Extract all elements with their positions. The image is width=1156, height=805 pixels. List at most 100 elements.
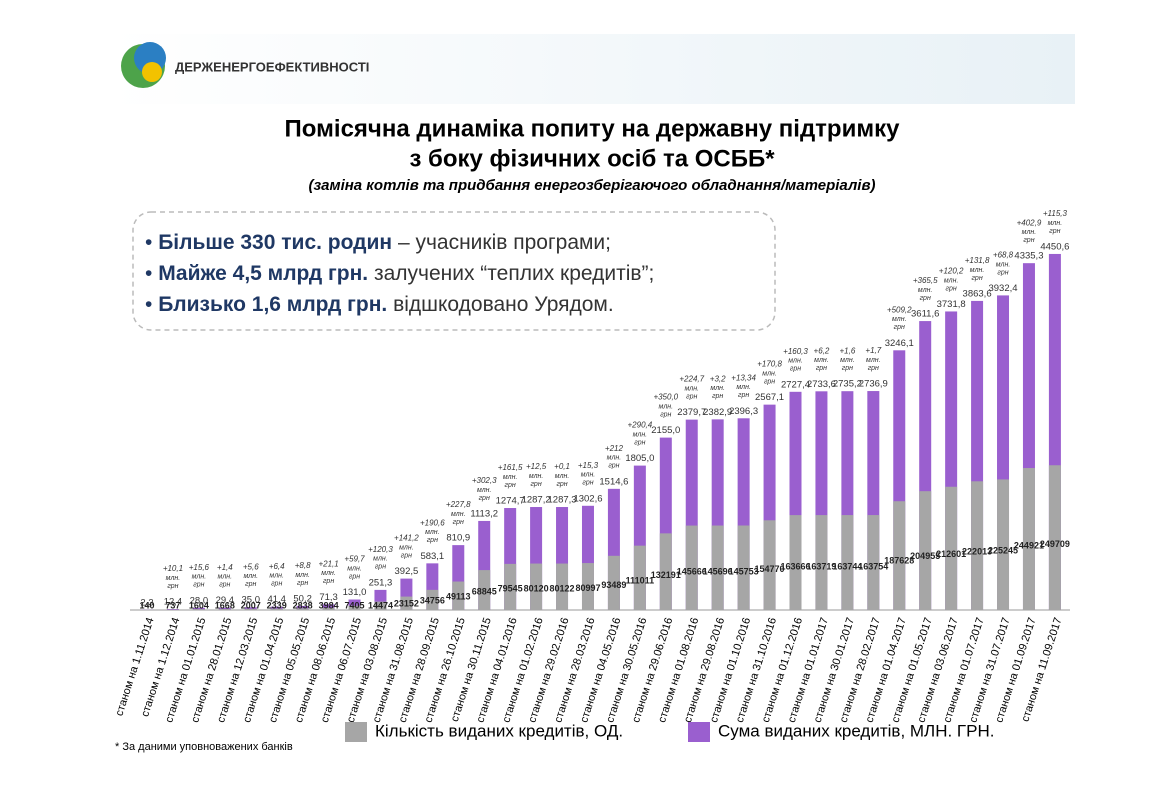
- value-label: 4450,6: [1040, 241, 1069, 252]
- value-label: 1274,7: [496, 496, 525, 507]
- count-label: 2838: [293, 600, 313, 610]
- increment-unit: млн.: [892, 316, 907, 323]
- increment-label: +8,8: [295, 561, 311, 570]
- bar: [322, 604, 335, 610]
- increment-unit: грн: [997, 269, 1008, 276]
- count-label: 145666: [677, 566, 707, 576]
- bar: [1022, 263, 1035, 610]
- increment-unit: грн: [505, 482, 516, 489]
- value-label: 3246,1: [885, 338, 914, 349]
- value-label: 1805,0: [625, 453, 654, 464]
- increment-unit: млн.: [918, 287, 933, 294]
- bullet: •: [145, 231, 158, 254]
- value-label: 2735,2: [833, 379, 862, 390]
- value-label: 1113,2: [470, 508, 498, 519]
- bar: [426, 589, 439, 610]
- value-label: 29,4: [216, 595, 235, 606]
- value-label: 2727,4: [781, 379, 810, 390]
- bar: [763, 520, 776, 610]
- value-label: 4335,3: [1014, 251, 1043, 262]
- count-label: 132191: [651, 570, 681, 580]
- count-label: 163719: [806, 562, 836, 572]
- bar: [919, 491, 932, 610]
- increment-unit: млн.: [477, 487, 492, 494]
- increment-label: +68,8: [993, 251, 1014, 260]
- value-label: 2,3: [140, 597, 153, 608]
- bar: [478, 570, 491, 610]
- increment-unit: грн: [453, 519, 464, 526]
- bar: [581, 563, 594, 610]
- bar: [192, 609, 205, 610]
- increment-unit: грн: [660, 411, 671, 418]
- bar: [685, 525, 698, 610]
- value-label: 131,0: [343, 587, 367, 598]
- increment-unit: грн: [1049, 228, 1060, 235]
- increment-label: +402,9: [1017, 218, 1042, 227]
- increment-label: +12,5: [526, 462, 547, 471]
- increment-unit: млн.: [581, 472, 596, 479]
- count-label: 145753: [729, 566, 759, 576]
- bar: [659, 533, 672, 610]
- bar: [530, 563, 543, 610]
- increment-unit: млн.: [736, 384, 751, 391]
- increment-label: +15,3: [578, 461, 599, 470]
- increment-unit: млн.: [295, 572, 310, 579]
- value-label: 2396,3: [729, 406, 758, 417]
- increment-unit: грн: [842, 365, 853, 372]
- increment-label: +0,1: [554, 462, 570, 471]
- count-label: 140: [139, 600, 154, 610]
- increment-label: +302,3: [472, 476, 497, 485]
- logo-text: ДЕРЖЕНЕРГОЕФЕКТИВНОСТІ: [175, 59, 369, 74]
- increment-label: +120,2: [939, 267, 964, 276]
- highlight-line: • Більше 330 тис. родин – учасників прог…: [145, 231, 611, 254]
- increment-unit: грн: [634, 439, 645, 446]
- increment-label: +170,8: [757, 360, 782, 369]
- count-label: 163754: [858, 562, 888, 572]
- bar: [867, 515, 880, 610]
- increment-unit: грн: [946, 285, 957, 292]
- count-label: 145696: [703, 566, 733, 576]
- increment-unit: млн.: [788, 358, 803, 365]
- count-label: 2339: [267, 600, 287, 610]
- increment-label: +160,3: [783, 347, 808, 356]
- increment-unit: млн.: [1048, 220, 1063, 227]
- bar: [711, 525, 724, 610]
- increment-unit: грн: [193, 582, 204, 589]
- bar: [244, 608, 257, 610]
- bar: [348, 599, 361, 610]
- increment-unit: грн: [1023, 237, 1034, 244]
- value-label: 12,4: [164, 597, 183, 608]
- increment-label: +212: [605, 444, 624, 453]
- count-label: 3984: [319, 600, 339, 610]
- increment-label: +59,7: [344, 555, 365, 564]
- increment-unit: грн: [401, 552, 412, 559]
- bar: [270, 608, 283, 610]
- increment-unit: грн: [608, 463, 619, 470]
- count-label: 80120: [524, 583, 549, 593]
- value-label: 3731,8: [937, 299, 966, 310]
- value-label: 2736,9: [859, 379, 888, 390]
- bar: [166, 609, 179, 610]
- increment-unit: грн: [790, 366, 801, 373]
- value-label: 3932,4: [988, 283, 1017, 294]
- value-label: 810,9: [446, 533, 470, 544]
- increment-unit: грн: [556, 481, 567, 488]
- increment-unit: млн.: [762, 370, 777, 377]
- increment-unit: млн.: [710, 385, 725, 392]
- value-label: 3863,6: [963, 288, 992, 299]
- value-label: 583,1: [420, 551, 444, 562]
- value-label: 1287,2: [522, 495, 551, 506]
- increment-label: +6,2: [814, 346, 830, 355]
- increment-unit: грн: [167, 583, 178, 590]
- bar: [971, 481, 984, 610]
- value-label: 2155,0: [651, 425, 680, 436]
- value-label: 1287,3: [548, 495, 577, 506]
- increment-label: +15,6: [189, 563, 210, 572]
- increment-unit: грн: [219, 581, 230, 588]
- highlight-box: [132, 211, 776, 331]
- value-label: 1514,6: [599, 476, 628, 487]
- increment-label: +131,8: [965, 256, 990, 265]
- bar: [841, 515, 854, 610]
- increment-unit: грн: [479, 495, 490, 502]
